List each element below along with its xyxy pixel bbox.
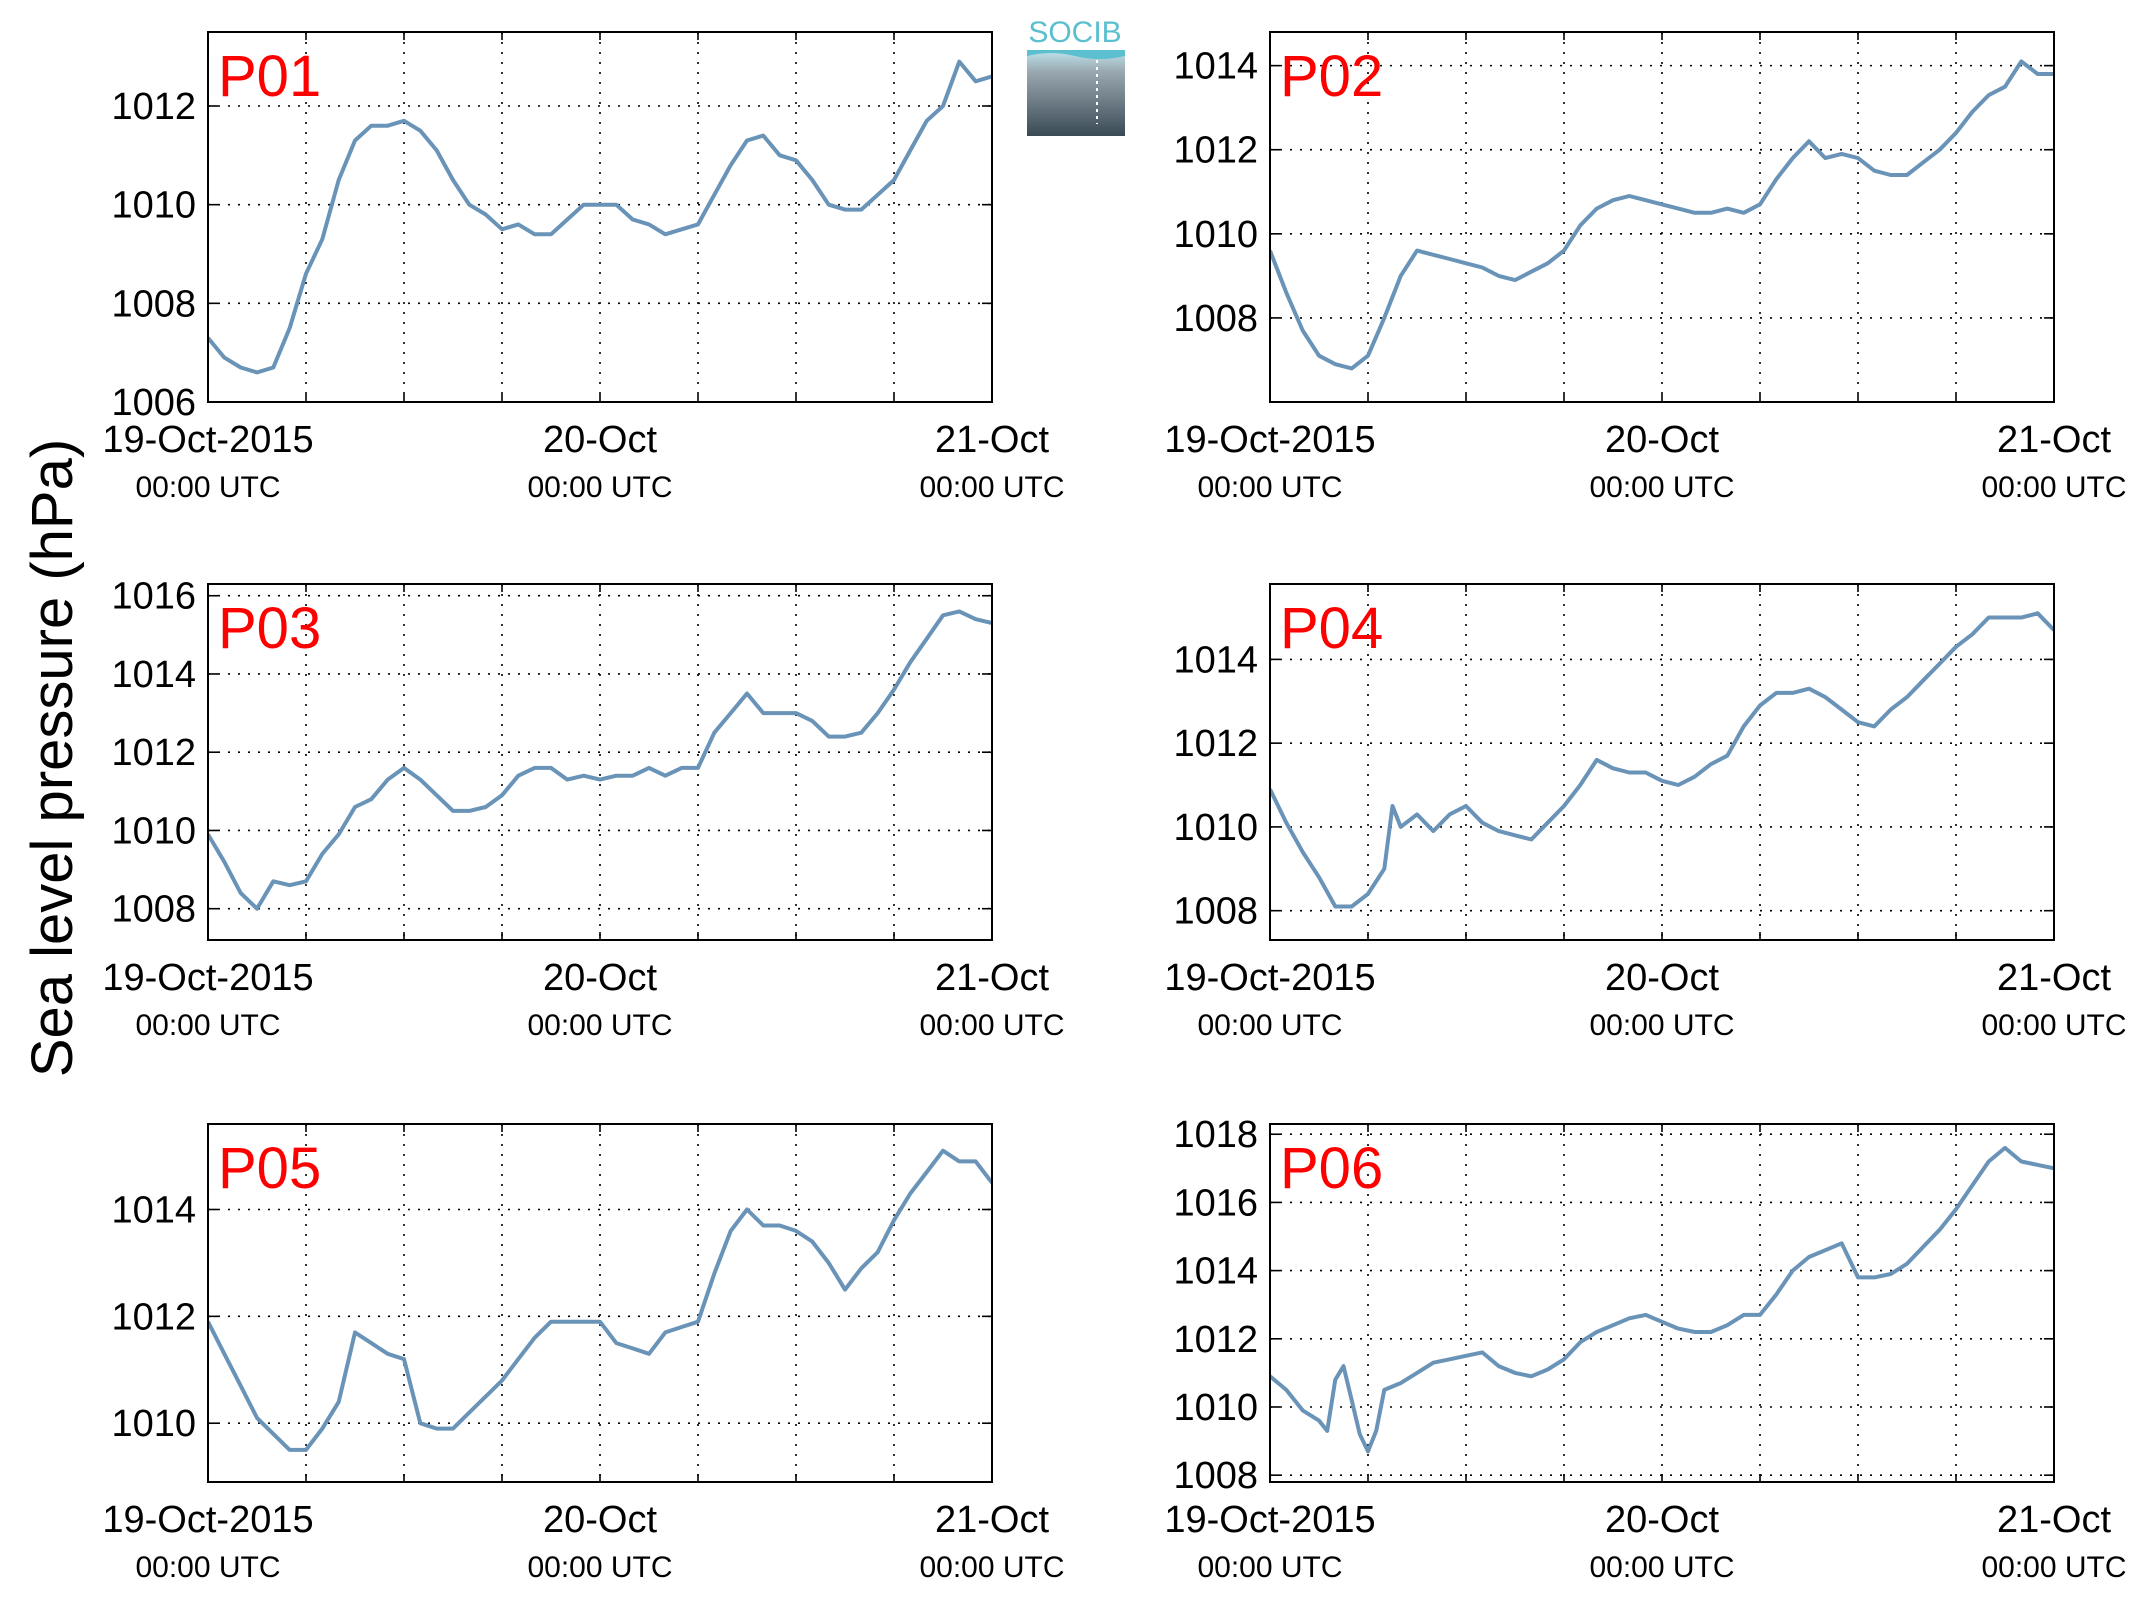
y-tick-label: 1016: [111, 576, 196, 618]
y-tick-label: 1014: [1173, 46, 1258, 88]
panel-p06: 1008 1010 1012 1014 1016 1018 P06 19-Oct-2015 00…: [1164, 1114, 2126, 1584]
x-tick-time-label: 00:00 UTC: [527, 1551, 672, 1584]
panel-label-p03: P03: [218, 596, 321, 661]
x-tick-time-label: 00:00 UTC: [1981, 471, 2126, 504]
x-tick-date-label: 19-Oct-2015: [102, 957, 313, 999]
panel-p04: 1008 1010 1012 1014 P04 19-Oct-2015 00:00 UTC 2…: [1164, 583, 2127, 1042]
x-tick-time-label: 00:00 UTC: [1589, 1551, 1734, 1584]
y-tick-label: 1018: [1173, 1114, 1258, 1156]
x-tick-date-label: 20-Oct: [543, 419, 657, 461]
x-tick-time-label: 00:00 UTC: [527, 1009, 672, 1042]
x-tick-time-label: 00:00 UTC: [135, 471, 280, 504]
x-tick-date-label: 19-Oct-2015: [102, 419, 313, 461]
plot-frame: [1269, 31, 2055, 403]
y-tick-label: 1012: [1173, 1319, 1258, 1361]
panel-p03: 1008 1010 1012 1014 1016 P03 19-Oct-2015 00:00 …: [102, 576, 1064, 1042]
x-tick-time-label: 00:00 UTC: [1197, 471, 1342, 504]
x-tick-time-label: 00:00 UTC: [1197, 1009, 1342, 1042]
panel-label-p01: P01: [218, 44, 321, 109]
panel-p05: 1010 1012 1014 P05 19-Oct-2015 00:00 UTC 20-Oc…: [102, 1123, 1065, 1584]
x-tick-date-label: 19-Oct-2015: [1164, 419, 1375, 461]
y-tick-label: 1012: [1173, 130, 1258, 172]
x-tick-date-label: 21-Oct: [935, 957, 1049, 999]
y-tick-label: 1008: [1173, 891, 1258, 933]
x-tick-time-label: 00:00 UTC: [1589, 1009, 1734, 1042]
x-tick-time-label: 00:00 UTC: [135, 1551, 280, 1584]
plot-frame: [1269, 1123, 2055, 1483]
y-tick-label: 1014: [1173, 1251, 1258, 1293]
y-tick-label: 1010: [111, 185, 196, 227]
y-tick-label: 1008: [111, 889, 196, 931]
x-tick-time-label: 00:00 UTC: [919, 471, 1064, 504]
x-tick-time-label: 00:00 UTC: [527, 471, 672, 504]
x-tick-time-label: 00:00 UTC: [919, 1551, 1064, 1584]
plot-frame: [207, 31, 993, 403]
y-tick-label: 1008: [111, 283, 196, 325]
y-tick-label: 1012: [111, 732, 196, 774]
y-tick-label: 1010: [1173, 807, 1258, 849]
x-tick-time-label: 00:00 UTC: [135, 1009, 280, 1042]
x-tick-date-label: 19-Oct-2015: [1164, 1499, 1375, 1541]
x-tick-time-label: 00:00 UTC: [1197, 1551, 1342, 1584]
x-tick-date-label: 19-Oct-2015: [102, 1499, 313, 1541]
x-tick-date-label: 21-Oct: [935, 1499, 1049, 1541]
x-tick-time-label: 00:00 UTC: [919, 1009, 1064, 1042]
x-tick-date-label: 21-Oct: [1997, 419, 2111, 461]
panel-p01: 1006 1008 1010 1012 P01 19-Oct-2015 00:00 UTC 2…: [102, 31, 1065, 504]
y-tick-label: 1014: [1173, 639, 1258, 681]
logo-wave: [1027, 50, 1125, 59]
series-line-p04: [1270, 611, 2054, 909]
y-tick-label: 1010: [111, 1403, 196, 1445]
y-tick-label: 1012: [111, 86, 196, 128]
plot-frame: [207, 583, 993, 941]
x-tick-time-label: 00:00 UTC: [1981, 1009, 2126, 1042]
y-tick-label: 1014: [111, 654, 196, 696]
x-tick-date-label: 21-Oct: [935, 419, 1049, 461]
logo-block: [1027, 50, 1125, 136]
y-tick-label: 1008: [1173, 298, 1258, 340]
panel-label-p02: P02: [1280, 44, 1383, 109]
plot-frame: [1269, 583, 2055, 941]
series-line-p02: [1270, 59, 2054, 371]
plot-frame: [207, 1123, 993, 1483]
x-tick-date-label: 20-Oct: [543, 1499, 657, 1541]
series-line-p05: [208, 1148, 992, 1452]
x-tick-date-label: 21-Oct: [1997, 1499, 2111, 1541]
x-tick-date-label: 20-Oct: [1605, 419, 1719, 461]
panel-p02: 1008 1010 1012 1014 P02 19-Oct-2015 00:00 UTC 2…: [1164, 31, 2127, 504]
y-tick-label: 1016: [1173, 1182, 1258, 1224]
y-tick-label: 1010: [1173, 214, 1258, 256]
y-tick-label: 1014: [111, 1189, 196, 1231]
y-tick-label: 1006: [111, 382, 196, 424]
panel-label-p06: P06: [1280, 1136, 1383, 1201]
logo-text: SOCIB: [1028, 16, 1121, 49]
x-tick-date-label: 21-Oct: [1997, 957, 2111, 999]
x-tick-time-label: 00:00 UTC: [1589, 471, 1734, 504]
panel-label-p05: P05: [218, 1136, 321, 1201]
y-tick-label: 1010: [1173, 1387, 1258, 1429]
panel-label-p04: P04: [1280, 596, 1383, 661]
x-tick-time-label: 00:00 UTC: [1981, 1551, 2126, 1584]
x-tick-date-label: 20-Oct: [543, 957, 657, 999]
series-line-p03: [208, 609, 992, 911]
x-tick-date-label: 20-Oct: [1605, 957, 1719, 999]
series-line-p06: [1270, 1145, 2054, 1454]
series-line-p01: [208, 59, 992, 375]
x-tick-date-label: 19-Oct-2015: [1164, 957, 1375, 999]
y-axis-label: Sea level pressure (hPa): [20, 439, 85, 1077]
y-tick-label: 1008: [1173, 1455, 1258, 1497]
x-tick-date-label: 20-Oct: [1605, 1499, 1719, 1541]
y-tick-label: 1012: [111, 1296, 196, 1338]
y-tick-label: 1010: [111, 810, 196, 852]
socib-logo: SOCIB: [1027, 16, 1125, 136]
y-tick-label: 1012: [1173, 723, 1258, 765]
